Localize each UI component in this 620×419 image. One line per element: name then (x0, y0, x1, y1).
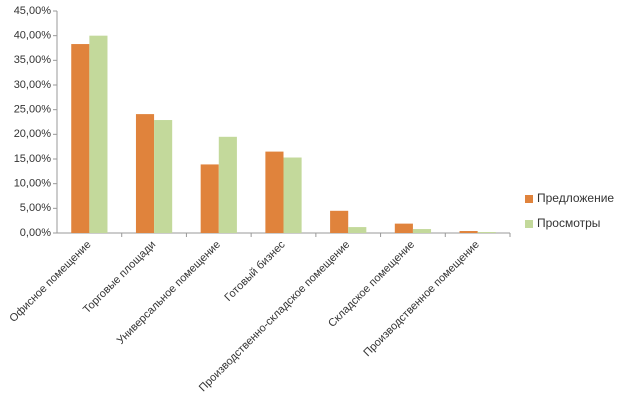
x-tick-label: Готовый бизнес (222, 238, 288, 304)
bar (135, 114, 155, 233)
y-tick-label: 35,00% (14, 54, 52, 66)
y-tick-label: 15,00% (14, 153, 52, 165)
bar (218, 136, 237, 233)
bar (459, 231, 478, 233)
legend-label: Предложение (537, 191, 614, 205)
y-tick-label: 25,00% (14, 104, 52, 116)
bar (348, 227, 367, 233)
bar (477, 232, 496, 233)
x-tick-label: Торговые площади (81, 239, 158, 316)
x-tick-label: Производственно-складское помещение (197, 239, 352, 394)
bar (265, 151, 284, 233)
y-tick-label: 20,00% (14, 128, 52, 140)
y-tick-label: 45,00% (14, 5, 52, 17)
y-tick-label: 10,00% (14, 178, 52, 190)
bar (412, 229, 432, 233)
bar (154, 120, 173, 233)
bar (89, 35, 108, 233)
legend-label: Просмотры (537, 216, 600, 230)
bar (283, 157, 302, 233)
bar (71, 44, 90, 234)
legend-swatch (525, 195, 533, 203)
legend-swatch (525, 220, 533, 228)
y-tick-label: 5,00% (20, 202, 51, 214)
bar (330, 210, 349, 233)
y-tick-label: 0,00% (20, 227, 51, 239)
y-tick-label: 30,00% (14, 79, 52, 91)
x-tick-label: Универсальное помещение (115, 239, 223, 347)
y-tick-label: 40,00% (14, 30, 52, 42)
x-tick-label: Производственное помещение (361, 239, 481, 359)
bar (394, 223, 413, 233)
bar (200, 164, 219, 233)
x-tick-label: Офисное помещение (7, 239, 93, 325)
